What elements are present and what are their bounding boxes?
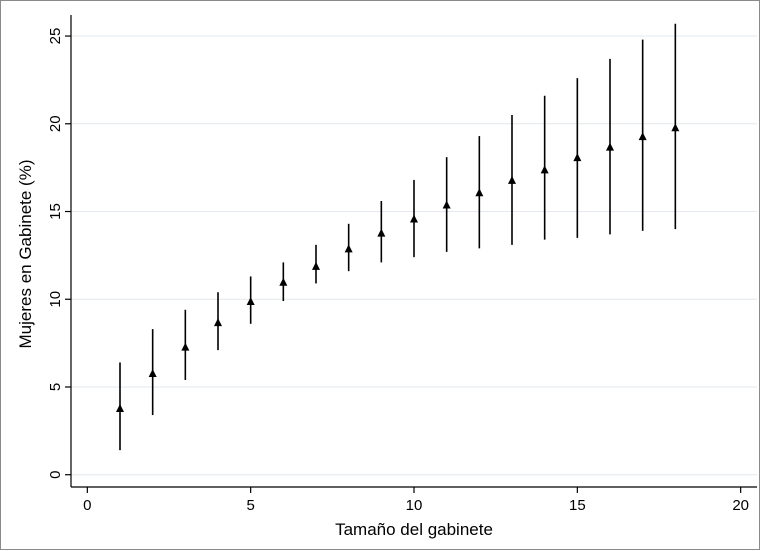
data-point <box>540 165 549 174</box>
axes <box>65 15 757 493</box>
data-point <box>279 277 288 286</box>
x-tick-label: 10 <box>406 497 423 514</box>
data-point <box>312 261 320 270</box>
x-tick-label: 5 <box>246 497 254 514</box>
data-point <box>214 318 222 327</box>
y-tick-label: 20 <box>47 115 64 132</box>
data-point <box>377 228 386 237</box>
y-tick-label: 5 <box>47 383 64 391</box>
tick-labels: 0 5 10 15 20 25 0 5 10 15 20 <box>47 28 749 514</box>
data-point <box>148 368 157 377</box>
y-tick-label: 25 <box>47 28 64 45</box>
data-point <box>116 404 124 413</box>
x-tick-label: 0 <box>83 497 91 514</box>
data-point <box>344 244 353 253</box>
y-axis-title: Mujeres en Gabinete (%) <box>16 160 35 349</box>
data-point <box>442 200 451 209</box>
y-tick-label: 0 <box>47 471 64 479</box>
x-axis-title: Tamaño del gabinete <box>335 520 493 539</box>
data-marks <box>116 23 680 451</box>
data-point <box>638 132 647 141</box>
data-point <box>671 123 680 132</box>
x-tick-label: 20 <box>732 497 749 514</box>
data-point <box>246 297 255 306</box>
data-point <box>508 175 516 184</box>
y-tick-label: 15 <box>47 203 64 220</box>
data-point <box>573 153 582 162</box>
data-point <box>475 188 484 197</box>
data-point <box>410 214 418 223</box>
y-tick-label: 10 <box>47 291 64 308</box>
data-point <box>181 342 190 351</box>
x-tick-label: 15 <box>569 497 586 514</box>
gridlines <box>71 35 757 476</box>
data-point <box>606 142 614 151</box>
